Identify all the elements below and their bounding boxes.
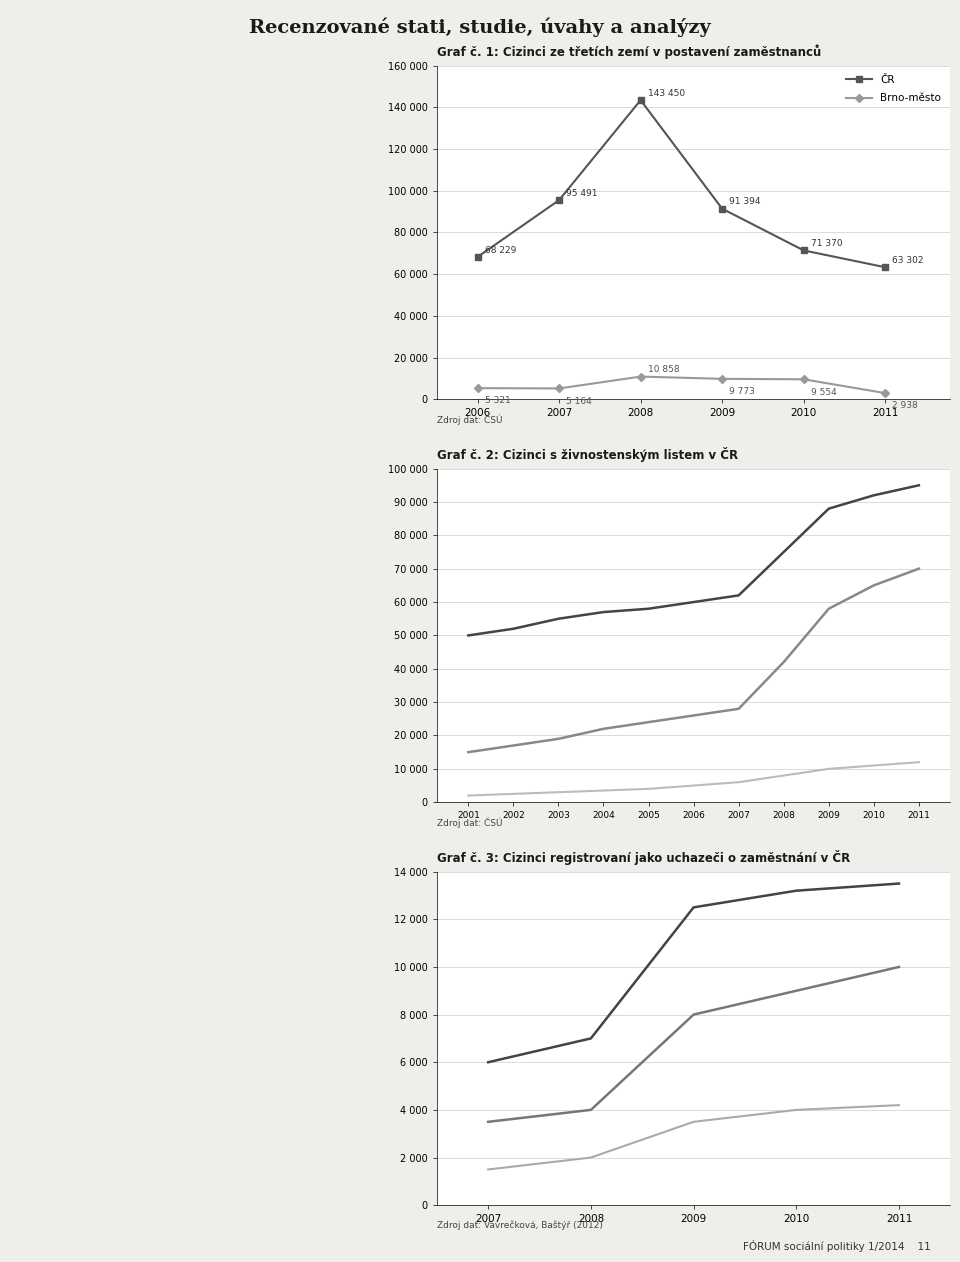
- Text: FÓRUM sociální politiky 1/2014    11: FÓRUM sociální politiky 1/2014 11: [743, 1239, 931, 1252]
- Cizinci celkem: [598, 604, 610, 620]
- Text: 10 858: 10 858: [648, 366, 679, 375]
- Text: 63 302: 63 302: [892, 256, 924, 265]
- Cizinci celkem: [913, 478, 924, 493]
- Legend: ČR, Brno-město: ČR, Brno-město: [842, 71, 946, 107]
- Celkem: [893, 876, 904, 891]
- EU/EHP: [893, 1098, 904, 1113]
- Celkem EU27: [643, 714, 655, 729]
- Cizinci celkem: [732, 588, 744, 603]
- Text: 5 164: 5 164: [566, 396, 591, 405]
- Ostatní země celkem: [868, 758, 879, 774]
- Line: EU/EHP: EU/EHP: [489, 1106, 899, 1170]
- Ostatní země celkem: [778, 769, 789, 784]
- Text: 68 229: 68 229: [485, 246, 516, 255]
- Text: Zdroj dat: ČSÚ: Zdroj dat: ČSÚ: [437, 818, 502, 828]
- Brno-město: [879, 385, 891, 400]
- Text: 2 938: 2 938: [892, 401, 918, 410]
- Text: 5 321: 5 321: [485, 396, 511, 405]
- Celkem: [791, 883, 803, 899]
- ČR: [635, 92, 646, 107]
- Ostatní země celkem: [823, 761, 834, 776]
- Brno-město: [553, 381, 564, 396]
- Brno-město: [798, 372, 809, 387]
- Brno-město: [635, 369, 646, 384]
- Line: ČR: ČR: [474, 97, 889, 271]
- EU/EHP: [791, 1102, 803, 1117]
- Line: Ostatní země celkem: Ostatní země celkem: [468, 762, 919, 795]
- Celkem EU27: [913, 562, 924, 577]
- Brno-město: [716, 371, 728, 386]
- Line: cizinci ze třetích zemí: cizinci ze třetích zemí: [489, 967, 899, 1122]
- Celkem EU27: [688, 708, 700, 723]
- Cizinci celkem: [778, 544, 789, 559]
- ČR: [798, 242, 809, 257]
- Celkem EU27: [732, 702, 744, 717]
- Celkem: [586, 1031, 597, 1046]
- Ostatní země celkem: [688, 777, 700, 793]
- Text: 71 370: 71 370: [810, 240, 842, 249]
- cizinci ze třetích zemí: [688, 1007, 700, 1022]
- cizinci ze třetích zemí: [893, 959, 904, 974]
- Celkem EU27: [778, 655, 789, 670]
- Cizinci celkem: [508, 621, 519, 636]
- ČR: [879, 260, 891, 275]
- Brno-město: [471, 381, 483, 396]
- Text: 9 773: 9 773: [729, 387, 755, 396]
- Legend: Cizinci celkem, Celkem EU27, Ostatní země celkem: Cizinci celkem, Celkem EU27, Ostatní zem…: [511, 880, 876, 897]
- ČR: [553, 193, 564, 208]
- Celkem EU27: [823, 601, 834, 616]
- ČR: [716, 201, 728, 216]
- EU/EHP: [586, 1150, 597, 1165]
- Text: Graf č. 2: Cizinci s živnostenským listem v ČR: Graf č. 2: Cizinci s živnostenským liste…: [437, 447, 738, 462]
- Text: 95 491: 95 491: [566, 189, 597, 198]
- Line: Celkem EU27: Celkem EU27: [468, 569, 919, 752]
- Celkem: [688, 900, 700, 915]
- Text: 91 394: 91 394: [729, 197, 760, 207]
- Text: Recenzované stati, studie, úvahy a analýzy: Recenzované stati, studie, úvahy a analý…: [250, 18, 710, 38]
- Line: Cizinci celkem: Cizinci celkem: [468, 486, 919, 636]
- Cizinci celkem: [643, 601, 655, 616]
- Cizinci celkem: [868, 487, 879, 502]
- Celkem EU27: [463, 745, 474, 760]
- Ostatní země celkem: [463, 787, 474, 803]
- Celkem EU27: [598, 722, 610, 737]
- Ostatní země celkem: [732, 775, 744, 790]
- Text: Graf č. 3: Cizinci registrovaní jako uchazeči o zaměstnání v ČR: Graf č. 3: Cizinci registrovaní jako uch…: [437, 851, 850, 866]
- Text: 9 554: 9 554: [810, 387, 836, 396]
- ČR: [471, 250, 483, 265]
- EU/EHP: [688, 1114, 700, 1129]
- cizinci ze třetích zemí: [483, 1114, 494, 1129]
- Line: Brno-město: Brno-město: [475, 374, 888, 396]
- Celkem EU27: [553, 731, 564, 746]
- Text: Graf č. 1: Cizinci ze třetích zemí v postavení zaměstnanců: Graf č. 1: Cizinci ze třetích zemí v pos…: [437, 44, 821, 59]
- Celkem: [483, 1055, 494, 1070]
- Text: Zdroj dat: ČSÚ: Zdroj dat: ČSÚ: [437, 414, 502, 425]
- Cizinci celkem: [823, 501, 834, 516]
- Ostatní země celkem: [508, 786, 519, 801]
- Line: Celkem: Celkem: [489, 883, 899, 1063]
- Ostatní země celkem: [598, 782, 610, 798]
- Text: 143 450: 143 450: [648, 88, 684, 98]
- Cizinci celkem: [463, 628, 474, 644]
- Ostatní země celkem: [643, 781, 655, 796]
- Celkem EU27: [508, 738, 519, 753]
- cizinci ze třetích zemí: [586, 1102, 597, 1117]
- Cizinci celkem: [553, 611, 564, 626]
- Ostatní země celkem: [913, 755, 924, 770]
- Text: Zdroj dat: Vavrečková, Baštýř (2012): Zdroj dat: Vavrečková, Baštýř (2012): [437, 1220, 603, 1230]
- Ostatní země celkem: [553, 785, 564, 800]
- EU/EHP: [483, 1162, 494, 1177]
- cizinci ze třetích zemí: [791, 983, 803, 998]
- Cizinci celkem: [688, 594, 700, 610]
- Celkem EU27: [868, 578, 879, 593]
